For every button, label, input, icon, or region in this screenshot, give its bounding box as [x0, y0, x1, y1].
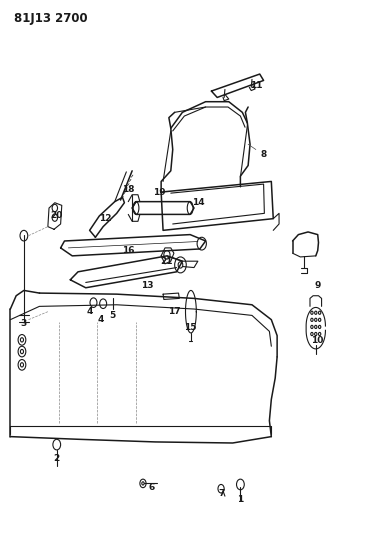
- Circle shape: [319, 325, 321, 328]
- Text: 5: 5: [110, 311, 116, 320]
- Text: 20: 20: [50, 212, 63, 221]
- Circle shape: [21, 350, 24, 354]
- Text: 13: 13: [141, 280, 154, 289]
- Text: 3: 3: [20, 319, 26, 328]
- Text: 4: 4: [87, 307, 93, 316]
- Circle shape: [311, 311, 313, 314]
- Circle shape: [21, 363, 24, 367]
- Text: 11: 11: [249, 81, 262, 90]
- Text: 18: 18: [122, 185, 135, 194]
- Text: 15: 15: [184, 323, 196, 332]
- Circle shape: [311, 333, 313, 336]
- Circle shape: [315, 333, 317, 336]
- Text: 17: 17: [168, 307, 181, 316]
- Text: 8: 8: [260, 150, 267, 159]
- Circle shape: [315, 311, 317, 314]
- Text: 7: 7: [218, 489, 224, 498]
- Circle shape: [319, 318, 321, 321]
- Text: 1: 1: [237, 495, 244, 504]
- Text: 10: 10: [312, 336, 324, 345]
- Circle shape: [311, 325, 313, 328]
- Circle shape: [315, 318, 317, 321]
- Text: 19: 19: [153, 188, 166, 197]
- Circle shape: [142, 482, 144, 485]
- Text: 16: 16: [122, 246, 135, 255]
- Text: 9: 9: [315, 280, 321, 289]
- Circle shape: [311, 318, 313, 321]
- Circle shape: [315, 325, 317, 328]
- Text: 81J13 2700: 81J13 2700: [14, 12, 88, 26]
- Circle shape: [21, 338, 24, 342]
- Text: 4: 4: [97, 315, 104, 324]
- Text: 12: 12: [99, 214, 111, 223]
- Text: 14: 14: [192, 198, 204, 207]
- Circle shape: [319, 311, 321, 314]
- Text: 6: 6: [148, 482, 154, 491]
- Circle shape: [319, 333, 321, 336]
- Text: 21: 21: [161, 257, 173, 265]
- Text: 2: 2: [54, 455, 60, 463]
